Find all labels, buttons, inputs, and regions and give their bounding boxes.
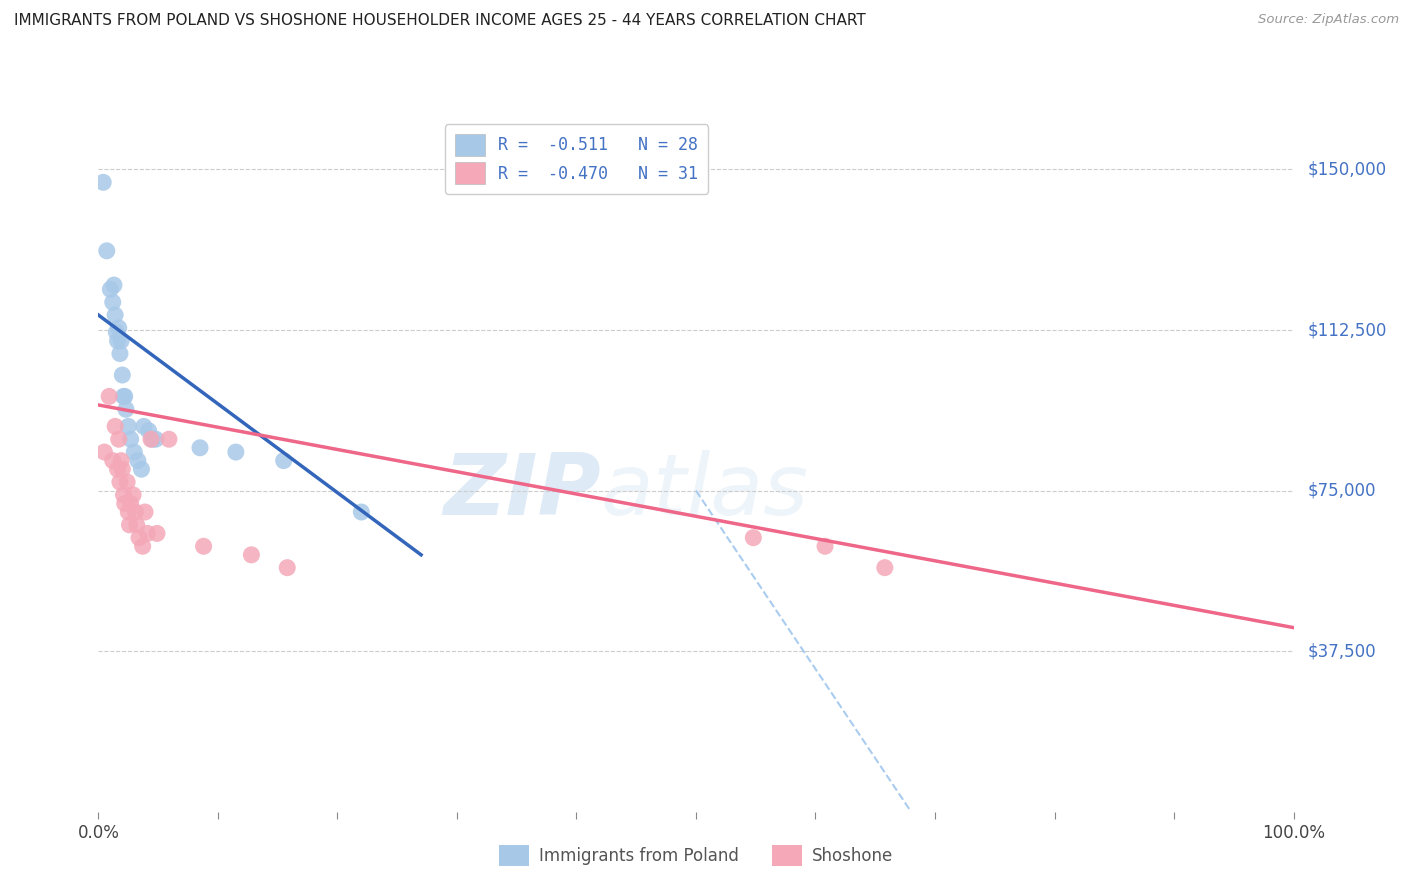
Point	[814, 539, 837, 553]
Point	[134, 505, 156, 519]
Point	[120, 496, 142, 510]
Point	[104, 308, 127, 322]
Point	[276, 560, 298, 574]
Text: ZIP: ZIP	[443, 450, 600, 533]
Point	[98, 389, 121, 403]
Point	[111, 462, 134, 476]
Point	[138, 424, 160, 438]
Point	[117, 505, 139, 519]
Text: $112,500: $112,500	[1308, 321, 1386, 339]
Point	[127, 453, 149, 467]
Point	[112, 488, 135, 502]
Point	[136, 526, 159, 541]
Point	[873, 560, 896, 574]
Point	[110, 334, 132, 348]
Legend: Immigrants from Poland, Shoshone: Immigrants from Poland, Shoshone	[492, 838, 900, 873]
Point	[96, 244, 118, 258]
Text: $75,000: $75,000	[1308, 482, 1376, 500]
Point	[115, 402, 138, 417]
Text: $150,000: $150,000	[1308, 161, 1386, 178]
Text: Source: ZipAtlas.com: Source: ZipAtlas.com	[1258, 13, 1399, 27]
Point	[107, 334, 129, 348]
Text: atlas: atlas	[600, 450, 808, 533]
Point	[108, 346, 131, 360]
Point	[193, 539, 215, 553]
Point	[188, 441, 211, 455]
Point	[742, 531, 765, 545]
Point	[131, 462, 153, 476]
Point	[225, 445, 247, 459]
Point	[146, 526, 169, 541]
Point	[93, 445, 115, 459]
Point	[141, 432, 163, 446]
Point	[350, 505, 373, 519]
Point	[118, 517, 141, 532]
Point	[145, 432, 167, 446]
Point	[132, 419, 155, 434]
Point	[240, 548, 263, 562]
Point	[125, 517, 148, 532]
Point	[107, 321, 129, 335]
Point	[124, 505, 146, 519]
Point	[110, 453, 132, 467]
Point	[114, 389, 136, 403]
Point	[114, 496, 136, 510]
Point	[98, 282, 122, 296]
Point	[122, 488, 145, 502]
Point	[115, 475, 138, 489]
Point	[120, 432, 142, 446]
Point	[111, 368, 134, 382]
Point	[273, 453, 295, 467]
Text: $37,500: $37,500	[1308, 642, 1376, 660]
Point	[101, 295, 124, 310]
Point	[117, 419, 139, 434]
Point	[104, 419, 127, 434]
Point	[107, 432, 129, 446]
Point	[107, 462, 129, 476]
Point	[128, 531, 150, 545]
Point	[112, 389, 135, 403]
Point	[108, 475, 131, 489]
Text: IMMIGRANTS FROM POLAND VS SHOSHONE HOUSEHOLDER INCOME AGES 25 - 44 YEARS CORRELA: IMMIGRANTS FROM POLAND VS SHOSHONE HOUSE…	[14, 13, 866, 29]
Point	[131, 539, 153, 553]
Point	[139, 432, 162, 446]
Point	[91, 175, 114, 189]
Point	[124, 445, 146, 459]
Point	[157, 432, 180, 446]
Point	[101, 453, 124, 467]
Point	[105, 325, 128, 339]
Point	[103, 278, 125, 293]
